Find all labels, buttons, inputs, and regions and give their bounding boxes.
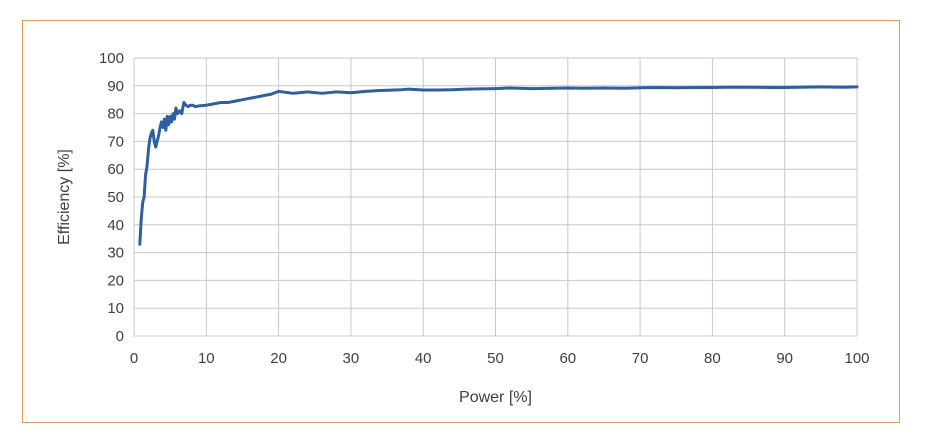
x-tick-label: 70 — [632, 350, 649, 367]
x-tick-label: 60 — [559, 350, 576, 367]
y-tick-label: 100 — [99, 50, 124, 67]
plot-area-border — [133, 57, 858, 337]
x-tick-label: 0 — [130, 350, 138, 367]
y-tick-label: 30 — [107, 245, 124, 262]
y-tick-label: 60 — [107, 161, 124, 178]
y-tick-label: 90 — [107, 78, 124, 95]
x-tick-label: 50 — [487, 350, 504, 367]
x-tick-label: 90 — [776, 350, 793, 367]
y-tick-label: 70 — [107, 133, 124, 150]
x-tick-label: 20 — [270, 350, 287, 367]
y-tick-label: 20 — [107, 272, 124, 289]
x-axis-label: Power [%] — [459, 389, 532, 406]
efficiency-series-line — [138, 85, 859, 246]
grid — [133, 57, 858, 337]
x-tick-label: 40 — [415, 350, 432, 367]
tick-labels: 0 10 20 30 40 50 60 70 80 90 100 0 10 20 30 40 50 60 70 80 9… — [99, 50, 870, 367]
chart-frame: 0 10 20 30 40 50 60 70 80 90 100 0 10 20 30 40 50 60 70 80 9… — [22, 20, 900, 423]
series-layer — [138, 85, 859, 246]
x-tick-label: 80 — [704, 350, 721, 367]
y-tick-label: 10 — [107, 300, 124, 317]
efficiency-chart: 0 10 20 30 40 50 60 70 80 90 100 0 10 20 30 40 50 60 70 80 9… — [23, 21, 899, 422]
y-axis-label: Efficiency [%] — [56, 149, 73, 245]
y-tick-label: 80 — [107, 106, 124, 123]
y-tick-label: 50 — [107, 189, 124, 206]
x-tick-label: 100 — [844, 350, 869, 367]
chart-background — [23, 21, 899, 422]
x-tick-label: 30 — [343, 350, 360, 367]
x-tick-label: 10 — [198, 350, 215, 367]
y-tick-label: 0 — [116, 328, 124, 345]
y-tick-label: 40 — [107, 217, 124, 234]
